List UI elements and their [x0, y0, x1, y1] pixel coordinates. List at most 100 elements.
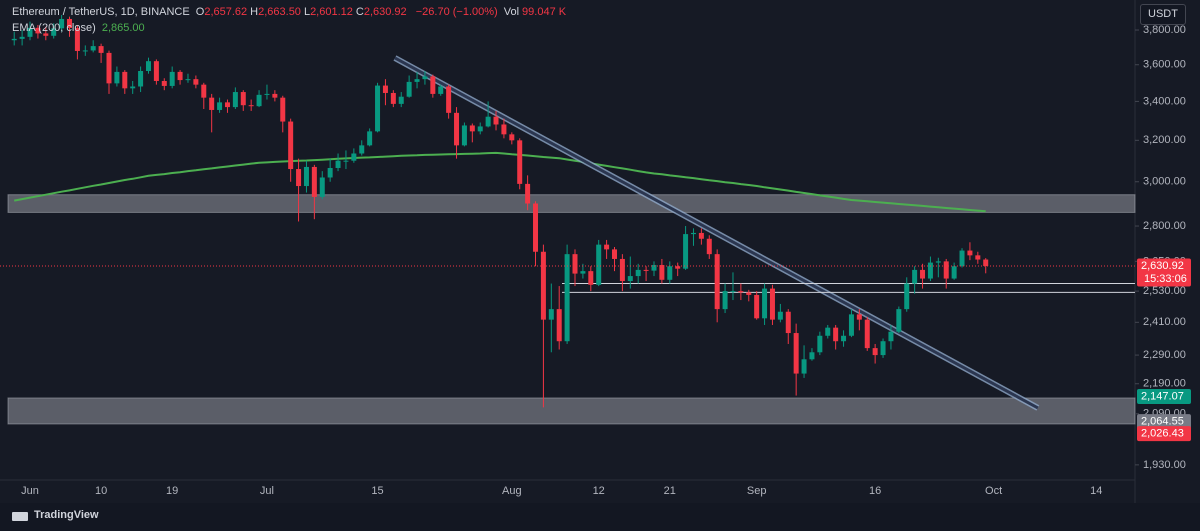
candle-body [904, 283, 910, 310]
candle-body [525, 183, 531, 204]
candle-body [264, 93, 270, 95]
candle-body [248, 105, 254, 107]
y-tick-label: 1,930.00 [1143, 459, 1186, 471]
y-tick-label: 3,600.00 [1143, 59, 1186, 71]
candle-body [288, 121, 294, 170]
y-tick-label: 2,190.00 [1143, 378, 1186, 390]
candle-body [398, 96, 404, 104]
candle-body [659, 265, 665, 280]
candle-body [746, 292, 752, 295]
price-label-box [1137, 414, 1191, 430]
candle-body [240, 92, 246, 106]
candle-body [864, 319, 870, 349]
candle-body [667, 266, 673, 280]
candle-body [138, 70, 144, 87]
price-label-box [1137, 258, 1191, 287]
candle-body [477, 126, 483, 132]
candle-body [959, 250, 965, 267]
candle-body [627, 276, 633, 282]
quote-key: H [250, 6, 259, 18]
candle-body [951, 266, 957, 279]
indicator: EMA (200, close) [12, 22, 96, 34]
candle-body [35, 27, 41, 34]
candle-body [414, 79, 420, 82]
candle-body [485, 116, 491, 127]
candle-body [501, 124, 507, 135]
candle-body [572, 254, 578, 274]
candle-body [209, 97, 215, 110]
candle-body [604, 244, 610, 250]
candle-body [777, 311, 783, 320]
y-tick-label: 3,800.00 [1143, 24, 1186, 36]
candle-body [580, 271, 586, 274]
candle-body [232, 92, 238, 108]
candle-body [872, 348, 878, 356]
candle-body [809, 352, 815, 360]
candle-body [335, 160, 341, 168]
y-tick-label: 2,530.00 [1143, 285, 1186, 297]
candle-body [303, 166, 309, 187]
y-tick-label: 2,410.00 [1143, 316, 1186, 328]
candle-body [706, 238, 712, 255]
symbol: Ethereum / TetherUS, 1D, BINANCE [12, 6, 190, 18]
candle-body [596, 244, 602, 285]
candle-body [114, 71, 120, 84]
candle-body [927, 262, 933, 279]
y-tick-label: 2,290.00 [1143, 349, 1186, 361]
candle-body [375, 85, 381, 132]
candle-body [785, 311, 791, 334]
x-tick-label: 16 [869, 485, 881, 497]
change: −26.70 (−1.00%) [415, 6, 498, 18]
quote-key: L [303, 6, 311, 18]
quote-value: 2,657.62 [204, 6, 248, 18]
candle-body [509, 134, 515, 141]
candle-body [193, 79, 199, 85]
candle-body [406, 81, 412, 97]
x-tick-label: 10 [95, 485, 107, 497]
x-tick-label: Oct [985, 485, 1002, 497]
candle-body [122, 71, 128, 89]
indicator-value: 2,865.00 [101, 22, 145, 34]
candle-body [920, 269, 926, 279]
candle-body [351, 153, 357, 161]
candle-body [461, 125, 467, 146]
candle-body [343, 160, 349, 162]
candle-body [296, 169, 302, 187]
candle-body [635, 269, 641, 277]
candle-body [280, 97, 286, 122]
candle-body [935, 261, 941, 263]
candle-body [714, 254, 720, 310]
y-tick-label: 3,000.00 [1143, 176, 1186, 188]
candle-body [825, 327, 831, 336]
y-tick-label: 3,200.00 [1143, 134, 1186, 146]
quote-key: O [195, 6, 205, 18]
quote-value: 2,630.92 [363, 6, 407, 18]
quote-key: C [355, 6, 364, 18]
candle-body [145, 61, 151, 71]
candle-body [51, 28, 57, 36]
candle-body [82, 50, 88, 52]
candle-body [454, 112, 460, 146]
price-label: 2,630.92 [1141, 260, 1184, 272]
price-label: 2,147.07 [1141, 390, 1184, 402]
candle-body [153, 61, 159, 81]
currency-button[interactable]: USDT [1140, 4, 1186, 25]
candle-body [19, 36, 25, 39]
candle-body [217, 102, 223, 110]
volume: 99.047 K [522, 6, 567, 18]
x-tick-label: 21 [664, 485, 676, 497]
candle-body [698, 232, 704, 239]
candle-body [548, 309, 554, 320]
time-axis [0, 480, 1135, 503]
candle-body [438, 86, 444, 94]
candle-body [367, 131, 373, 146]
candle-body [817, 335, 823, 353]
x-tick-label: Jun [21, 485, 39, 497]
candle-body [801, 359, 807, 374]
candle-body [272, 93, 278, 98]
ema-line [14, 151, 986, 213]
candle-body [896, 309, 902, 332]
candle-body [880, 341, 886, 356]
quote-value: 2,601.12 [310, 6, 353, 18]
